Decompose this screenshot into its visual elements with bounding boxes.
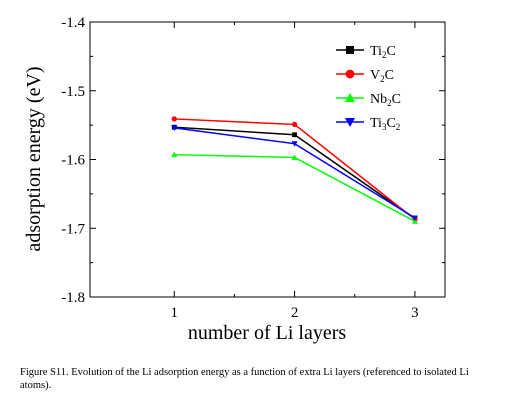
x-tick-label: 1 xyxy=(170,305,178,321)
legend: Ti2C V2C Nb2C Ti3C2 xyxy=(336,44,401,132)
data-point xyxy=(292,132,297,138)
data-point xyxy=(291,154,298,160)
series-line xyxy=(174,153,416,223)
data-point xyxy=(171,116,177,122)
x-axis-title: number of Li layers xyxy=(188,322,346,344)
y-tick-label: -1.5 xyxy=(61,84,85,100)
plot-frame xyxy=(89,21,446,298)
data-point xyxy=(291,121,298,128)
y-axis-title: adsorption energy (eV) xyxy=(23,66,45,251)
data-point xyxy=(171,151,178,158)
legend-label: V2C xyxy=(370,68,394,84)
legend-marker xyxy=(345,118,355,127)
axis-ticks: -1.4 -1.5 -1.6 -1.7 -1.8 1 2 3 xyxy=(61,15,445,321)
data-point xyxy=(411,215,418,221)
legend-marker xyxy=(345,69,355,79)
chart-figure: -1.4 -1.5 -1.6 -1.7 -1.8 1 2 3 Ti2C V2C Nb2C Ti3C2… xyxy=(23,15,446,344)
y-tick-label: -1.8 xyxy=(61,290,85,306)
legend-marker xyxy=(345,93,355,102)
y-tick-label: -1.6 xyxy=(61,153,85,169)
data-point xyxy=(291,141,298,147)
x-tick-label: 3 xyxy=(411,305,419,321)
legend-label: Ti3C2 xyxy=(370,116,400,132)
legend-label: Nb2C xyxy=(370,92,401,108)
y-tick-label: -1.4 xyxy=(61,15,85,31)
data-point xyxy=(411,218,418,224)
line-chart: -1.4 -1.5 -1.6 -1.7 -1.8 1 2 3 Ti2C V2C Nb2C Ti3C2… xyxy=(23,15,446,344)
data-point xyxy=(171,125,178,131)
legend-marker xyxy=(346,46,354,54)
y-tick-label: -1.7 xyxy=(61,221,85,237)
figure-caption: Figure S11. Evolution of the Li adsorpti… xyxy=(20,367,469,391)
x-tick-label: 2 xyxy=(291,305,299,321)
series-line xyxy=(174,126,416,220)
legend-label: Ti2C xyxy=(370,44,396,60)
series-lines xyxy=(171,116,418,224)
